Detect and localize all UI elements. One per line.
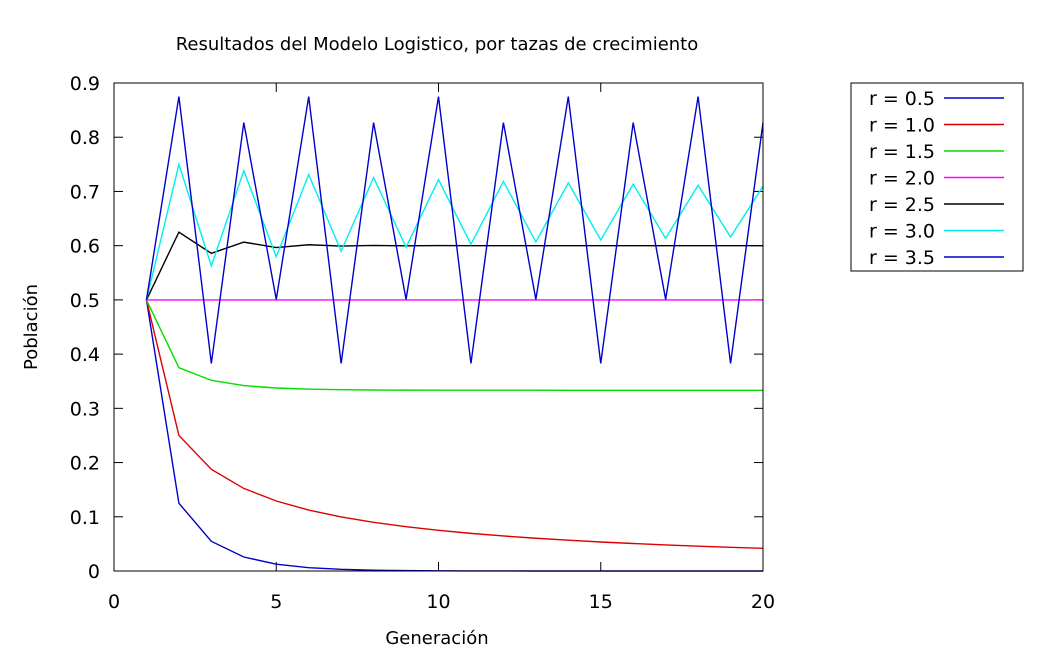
- y-tick-label: 0: [88, 561, 100, 583]
- x-axis-title: Generación: [385, 628, 488, 649]
- legend-label: r = 2.0: [869, 168, 935, 190]
- series-line-2: [145, 299, 764, 550]
- series-line-3: [145, 299, 763, 391]
- series-line-1: [145, 299, 763, 572]
- legend-label: r = 2.5: [869, 194, 935, 216]
- series-line-5: [145, 231, 763, 301]
- legend: r = 0.5 r = 1.0 r = 1.5 r = 2.0 r = 2.5 r = 3…: [850, 82, 1024, 272]
- legend-label: r = 1.0: [869, 115, 935, 137]
- y-tick-label: 0.6: [70, 236, 100, 258]
- y-tick-label: 0.8: [70, 127, 100, 149]
- y-tick-label: 0.7: [70, 181, 100, 203]
- legend-label: r = 3.0: [869, 221, 935, 243]
- series-lines: [145, 96, 764, 572]
- axis-ticks: [113, 82, 764, 572]
- chart-title: Resultados del Modelo Logistico, por taz…: [176, 34, 699, 55]
- series-line-7: [145, 96, 764, 364]
- series-line-6: [145, 161, 764, 301]
- y-tick-label: 0.9: [70, 73, 100, 95]
- y-tick-label: 0.5: [70, 290, 100, 312]
- legend-label: r = 1.5: [869, 141, 935, 163]
- y-tick-label: 0.4: [70, 344, 100, 366]
- y-axis-title: Población: [21, 284, 42, 370]
- x-tick-label: 5: [270, 591, 282, 613]
- x-tick-label: 0: [108, 591, 120, 613]
- y-tick-label: 0.2: [70, 453, 100, 475]
- y-tick-label: 0.3: [70, 398, 100, 420]
- plot-frame: [113, 82, 764, 572]
- y-tick-label: 0.1: [70, 507, 100, 529]
- x-tick-label: 10: [426, 591, 450, 613]
- legend-label: r = 0.5: [869, 88, 935, 110]
- x-tick-label: 20: [751, 591, 775, 613]
- x-tick-label: 15: [589, 591, 613, 613]
- tick-labels: 0 5 10 15 20 0 0.1 0.2 0.3 0.4 0.5 0.6 0.7 0.8 0.9: [70, 73, 775, 613]
- legend-label: r = 3.5: [869, 247, 935, 269]
